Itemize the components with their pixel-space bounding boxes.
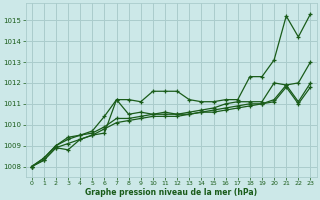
X-axis label: Graphe pression niveau de la mer (hPa): Graphe pression niveau de la mer (hPa) (85, 188, 257, 197)
